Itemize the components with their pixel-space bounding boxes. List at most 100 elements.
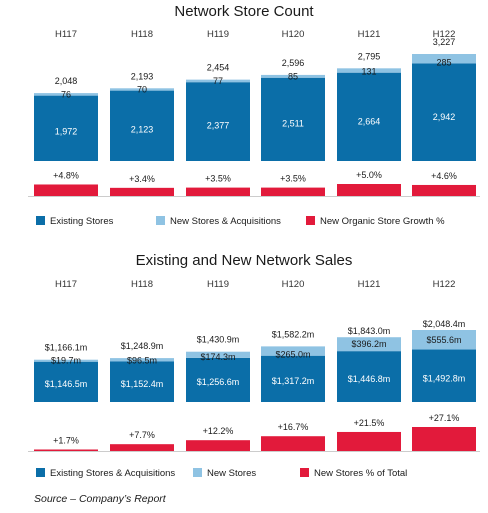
network-sales-period-label: H121 (358, 279, 381, 290)
network-sales-new-bar (34, 359, 98, 362)
store-count-total-label: 2,596 (282, 58, 305, 68)
store-count-new-value-label: 76 (61, 90, 71, 100)
network-sales-growth-label: +21.5% (354, 418, 385, 428)
store-count-existing-bar (110, 90, 174, 161)
network-sales-growth-label: +16.7% (278, 422, 309, 432)
network-sales-legend-label-growth: New Stores % of Total (314, 468, 407, 479)
store-count-new-bar (337, 68, 401, 73)
network-sales-legend-swatch-existing (36, 468, 45, 477)
store-count-legend-label-existing: Existing Stores (50, 216, 114, 227)
store-count-new-bar (412, 54, 476, 64)
store-count-growth-bar (34, 184, 98, 196)
network-sales-new-bar (337, 337, 401, 352)
store-count-existing-value-label: 2,123 (131, 124, 154, 134)
store-count-existing-value-label: 2,377 (207, 121, 230, 131)
network-sales-growth-label: +27.1% (429, 413, 460, 423)
store-count-new-bar (261, 74, 325, 78)
store-count-legend-swatch-existing (36, 216, 45, 225)
network-sales-existing-value-label: $1,146.5m (45, 379, 88, 389)
network-sales-growth-bar (34, 449, 98, 451)
store-count-title: Network Store Count (174, 3, 314, 20)
store-count-growth-bar (412, 184, 476, 196)
network-sales-new-value-label: $174.3m (200, 352, 235, 362)
store-count-new-value-label: 131 (361, 67, 376, 77)
store-count-period-label: H118 (131, 29, 153, 40)
network-sales-new-value-label: $265.0m (275, 350, 310, 360)
network-sales-existing-bar (412, 349, 476, 402)
store-count-existing-value-label: 2,511 (282, 119, 304, 129)
network-sales-period-label: H117 (55, 279, 77, 290)
network-sales-total-label: $2,048.4m (423, 319, 466, 329)
store-count-legend-swatch-new (156, 216, 165, 225)
store-count-new-value-label: 285 (436, 57, 451, 67)
store-count-growth-label: +4.8% (53, 170, 79, 180)
network-sales-legend-swatch-new (193, 468, 202, 477)
network-sales-existing-bar (34, 361, 98, 402)
network-sales-legend-label-new: New Stores (207, 468, 256, 479)
network-sales-period-label: H119 (207, 279, 229, 290)
store-count-existing-bar (34, 95, 98, 161)
network-sales-period-label: H122 (433, 279, 456, 290)
store-count-total-label: 2,454 (207, 63, 230, 73)
store-count-total-label: 2,795 (358, 51, 381, 61)
store-count-existing-value-label: 2,942 (433, 112, 456, 122)
network-sales-title: Existing and New Network Sales (136, 252, 353, 269)
store-count-legend-label-new: New Stores & Acquisitions (170, 216, 281, 227)
store-count-new-bar (34, 93, 98, 96)
source-note: Source – Company’s Report (34, 493, 166, 505)
network-sales-existing-value-label: $1,446.8m (348, 374, 391, 384)
network-sales-new-bar (412, 330, 476, 350)
network-sales-existing-bar (186, 357, 250, 402)
network-sales-total-label: $1,166.1m (45, 343, 88, 353)
store-count-existing-bar (261, 77, 325, 161)
store-count-period-label: H117 (55, 29, 77, 40)
network-sales-new-value-label: $555.6m (426, 335, 461, 345)
store-count-legend-swatch-growth (306, 216, 315, 225)
store-count-growth-label: +5.0% (356, 170, 382, 180)
store-count-period-label: H122 (433, 29, 456, 40)
store-count-period-label: H120 (282, 29, 305, 40)
store-count-growth-bar (186, 187, 250, 196)
network-sales-existing-bar (337, 351, 401, 402)
network-sales-growth-bar (261, 436, 325, 451)
store-count-total-label: 2,048 (55, 76, 78, 86)
store-count-existing-value-label: 2,664 (358, 116, 381, 126)
network-sales-growth-bar (110, 444, 174, 451)
network-sales-growth-bar (337, 431, 401, 451)
store-count-growth-bar (110, 187, 174, 196)
network-sales-period-label: H120 (282, 279, 305, 290)
network-sales-total-label: $1,430.9m (197, 335, 240, 345)
network-sales-new-bar (186, 351, 250, 358)
network-sales-total-label: $1,582.2m (272, 329, 315, 339)
network-sales-existing-bar (110, 361, 174, 402)
store-count-growth-bar (337, 184, 401, 196)
network-sales-period-label: H118 (131, 279, 153, 290)
network-sales-existing-value-label: $1,256.6m (197, 377, 240, 387)
network-sales-growth-label: +12.2% (203, 426, 234, 436)
network-sales-growth-label: +1.7% (53, 435, 79, 445)
network-sales-new-value-label: $19.7m (51, 356, 81, 366)
network-sales-new-bar (110, 358, 174, 362)
store-count-legend-label-growth: New Organic Store Growth % (320, 216, 445, 227)
store-count-growth-label: +3.5% (280, 174, 306, 184)
network-sales-total-label: $1,843.0m (348, 326, 391, 336)
store-count-period-label: H121 (358, 29, 381, 40)
network-sales-growth-bar (412, 427, 476, 451)
store-count-growth-label: +3.4% (129, 174, 155, 184)
store-count-new-value-label: 70 (137, 85, 147, 95)
network-sales-total-label: $1,248.9m (121, 341, 164, 351)
store-count-period-label: H119 (207, 29, 229, 40)
network-sales-new-value-label: $396.2m (351, 339, 386, 349)
store-count-growth-label: +4.6% (431, 171, 457, 181)
store-count-existing-bar (412, 63, 476, 162)
store-count-existing-bar (337, 72, 401, 161)
store-count-total-label: 3,227 (433, 37, 456, 47)
network-sales-existing-value-label: $1,492.8m (423, 373, 466, 383)
store-count-new-value-label: 85 (288, 72, 298, 82)
store-count-growth-label: +3.5% (205, 174, 231, 184)
network-sales-new-value-label: $96.5m (127, 355, 157, 365)
network-sales-legend-label-existing: Existing Stores & Acquisitions (50, 468, 175, 479)
network-sales-existing-value-label: $1,317.2m (272, 376, 315, 386)
network-sales-growth-bar (186, 440, 250, 451)
